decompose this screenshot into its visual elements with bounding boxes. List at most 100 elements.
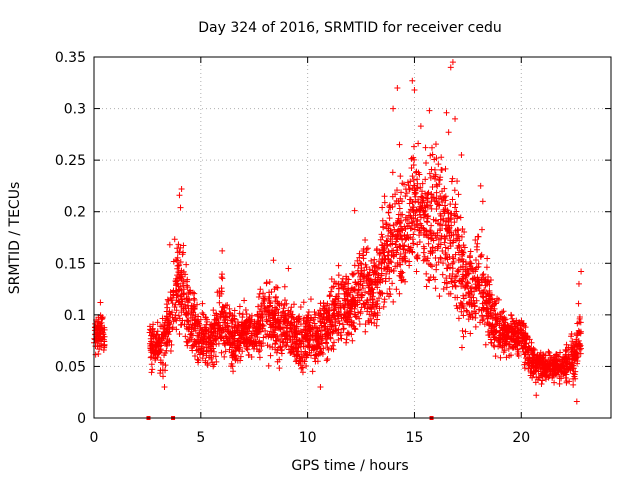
data-point xyxy=(423,283,430,290)
data-point xyxy=(173,317,180,324)
data-point xyxy=(392,263,399,270)
data-point xyxy=(438,154,445,161)
data-point xyxy=(439,271,446,278)
data-point xyxy=(222,333,229,340)
data-point xyxy=(360,300,367,307)
data-point xyxy=(410,204,417,211)
data-point xyxy=(299,369,306,376)
data-point xyxy=(194,301,201,308)
data-point xyxy=(428,248,435,255)
data-point xyxy=(566,378,573,385)
data-point xyxy=(449,254,456,261)
data-point xyxy=(274,284,281,291)
data-point xyxy=(156,348,163,355)
data-point xyxy=(340,325,347,332)
data-point xyxy=(251,318,258,325)
data-point xyxy=(417,207,424,214)
data-point xyxy=(311,320,318,327)
data-point xyxy=(437,241,444,248)
data-point xyxy=(460,292,467,299)
data-point xyxy=(443,109,450,116)
data-point xyxy=(444,265,451,272)
data-point xyxy=(275,309,282,316)
data-point xyxy=(192,320,199,327)
data-point xyxy=(507,352,514,359)
data-point xyxy=(440,215,447,222)
data-point xyxy=(568,333,575,340)
data-point xyxy=(576,341,583,348)
data-point xyxy=(241,337,248,344)
data-point xyxy=(317,315,324,322)
data-point xyxy=(178,267,185,274)
data-point xyxy=(528,356,535,363)
data-point xyxy=(429,183,436,190)
data-point xyxy=(552,351,559,358)
data-point xyxy=(398,189,405,196)
data-point xyxy=(215,340,222,347)
data-point xyxy=(269,311,276,318)
data-point xyxy=(564,346,571,353)
data-point xyxy=(190,295,197,302)
data-point xyxy=(263,279,270,286)
data-points xyxy=(91,59,585,405)
data-point xyxy=(384,238,391,245)
data-point xyxy=(386,275,393,282)
data-point xyxy=(342,296,349,303)
data-point xyxy=(574,320,581,327)
data-point xyxy=(179,280,186,287)
data-point xyxy=(318,327,325,334)
data-point xyxy=(561,362,568,369)
data-point xyxy=(424,203,431,210)
data-point xyxy=(462,259,469,266)
data-point xyxy=(468,297,475,304)
data-point xyxy=(169,314,176,321)
data-point xyxy=(518,327,525,334)
data-point xyxy=(219,324,226,331)
data-point xyxy=(445,261,452,268)
data-point xyxy=(221,340,228,347)
data-point xyxy=(417,123,424,130)
data-point xyxy=(551,357,558,364)
data-point xyxy=(476,287,483,294)
data-point xyxy=(436,202,443,209)
data-point xyxy=(302,333,309,340)
data-point xyxy=(305,323,312,330)
data-point xyxy=(288,304,295,311)
data-point xyxy=(160,325,167,332)
data-point xyxy=(460,312,467,319)
data-point xyxy=(486,287,493,294)
data-point xyxy=(335,262,342,269)
data-point xyxy=(356,321,363,328)
data-point xyxy=(539,365,546,372)
data-point xyxy=(445,129,452,136)
data-point xyxy=(328,345,335,352)
data-point xyxy=(177,274,184,281)
data-point xyxy=(393,286,400,293)
data-point xyxy=(96,346,103,353)
data-point xyxy=(177,204,184,211)
data-point xyxy=(378,231,385,238)
data-point xyxy=(294,331,301,338)
data-point xyxy=(426,107,433,114)
data-point xyxy=(468,260,475,267)
data-point xyxy=(521,351,528,358)
data-point xyxy=(380,249,387,256)
data-point xyxy=(556,380,563,387)
data-point xyxy=(262,327,269,334)
data-point xyxy=(343,339,350,346)
data-point xyxy=(283,324,290,331)
data-point xyxy=(252,340,259,347)
data-point xyxy=(413,169,420,176)
data-point xyxy=(396,290,403,297)
data-point xyxy=(300,299,307,306)
data-point xyxy=(178,186,185,193)
data-point xyxy=(379,277,386,284)
data-point xyxy=(351,326,358,333)
data-point xyxy=(399,198,406,205)
data-point xyxy=(260,340,267,347)
data-point xyxy=(374,246,381,253)
data-point xyxy=(511,320,518,327)
data-point xyxy=(499,332,506,339)
data-point xyxy=(290,301,297,308)
